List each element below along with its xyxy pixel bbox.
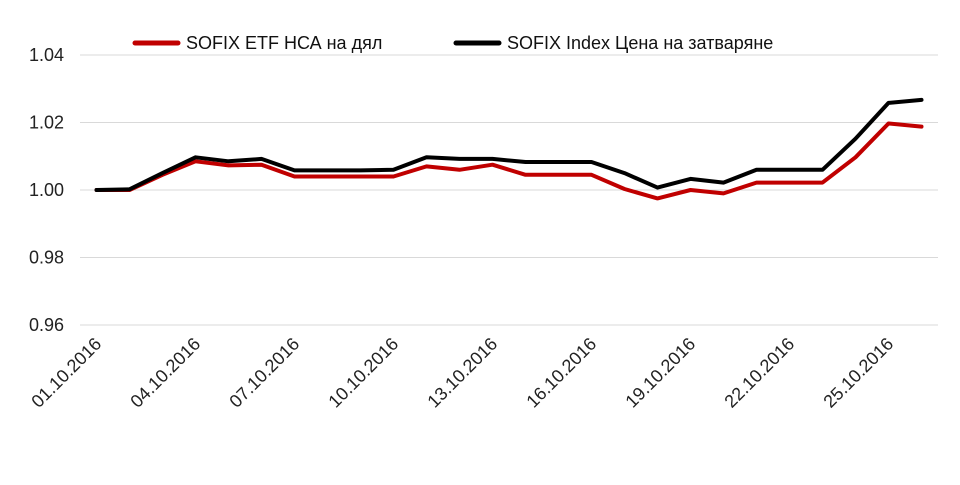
legend-item: SOFIX Index Цена на затваряне <box>453 33 773 53</box>
x-tick-label: 25.10.2016 <box>819 334 897 412</box>
y-tick-label: 1.00 <box>29 180 64 200</box>
x-tick-label: 22.10.2016 <box>720 334 798 412</box>
x-axis-tick-labels: 01.10.2016 04.10.2016 07.10.2016 10.10.2016… <box>27 334 897 412</box>
x-tick-label: 19.10.2016 <box>621 334 699 412</box>
series-lines <box>94 97 924 201</box>
y-tick-label: 1.02 <box>29 113 64 133</box>
grid <box>80 54 938 326</box>
legend-label: SOFIX ETF НСА на дял <box>186 33 382 53</box>
legend-label: SOFIX Index Цена на затваряне <box>507 33 773 53</box>
y-tick-label: 0.98 <box>29 248 64 268</box>
x-tick-label: 01.10.2016 <box>27 334 105 412</box>
legend-item: SOFIX ETF НСА на дял <box>132 33 382 53</box>
x-tick-label: 16.10.2016 <box>522 334 600 412</box>
series-line-1 <box>94 97 924 192</box>
x-tick-label: 04.10.2016 <box>126 334 204 412</box>
y-tick-label: 1.04 <box>29 45 64 65</box>
series-line-0 <box>94 121 924 201</box>
x-tick-label: 10.10.2016 <box>324 334 402 412</box>
y-axis-tick-labels: 0.96 0.98 1.00 1.02 1.04 <box>29 45 64 335</box>
legend: SOFIX ETF НСА на дял SOFIX Index Цена на … <box>132 33 773 53</box>
x-tick-label: 13.10.2016 <box>423 334 501 412</box>
x-tick-label: 07.10.2016 <box>225 334 303 412</box>
y-tick-label: 0.96 <box>29 315 64 335</box>
